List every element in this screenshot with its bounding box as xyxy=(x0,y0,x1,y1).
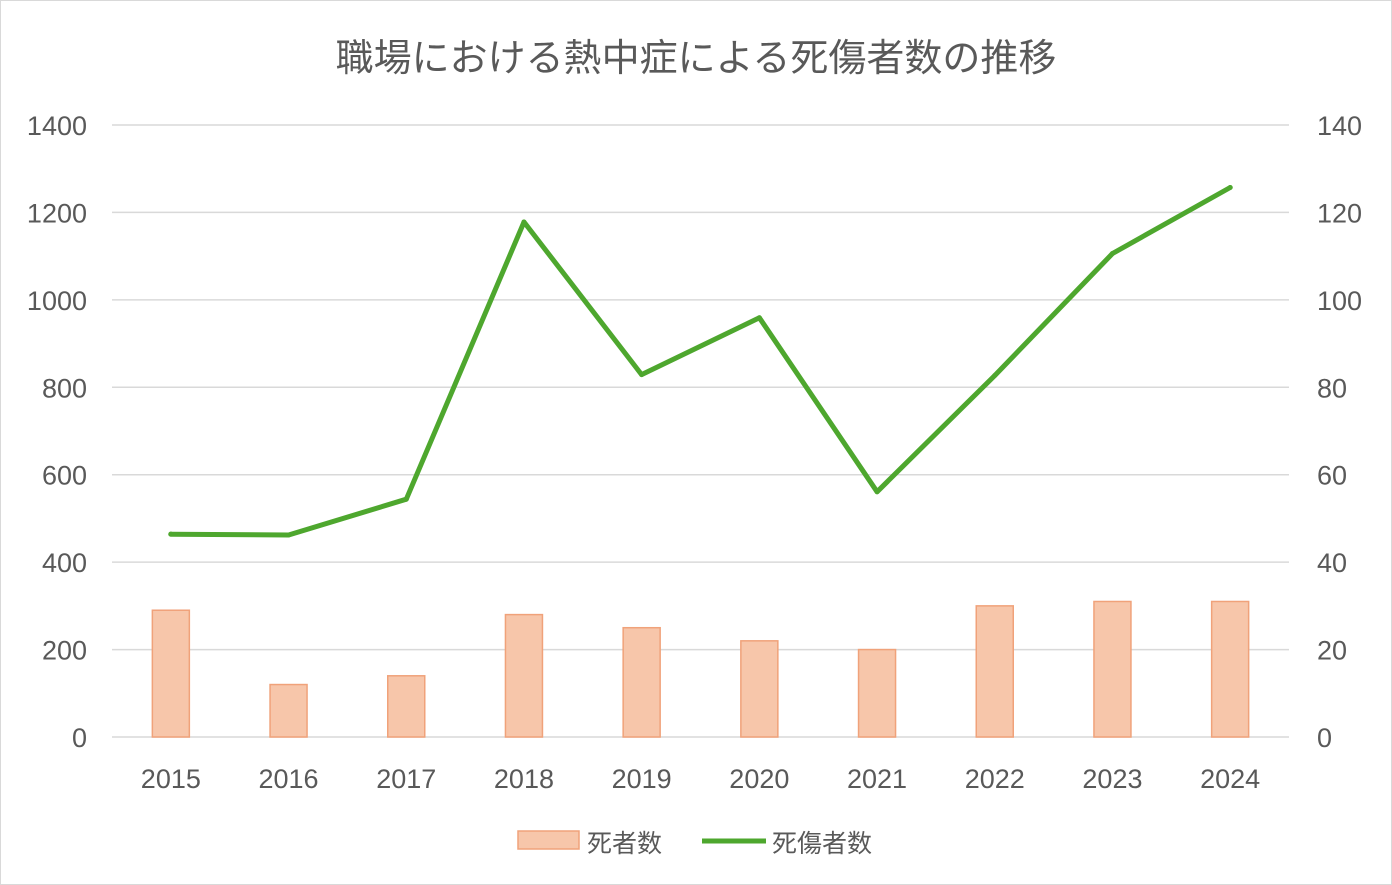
x-tick-label: 2016 xyxy=(259,764,319,794)
right-y-tick-label: 100 xyxy=(1317,286,1362,316)
right-y-tick-label: 140 xyxy=(1317,111,1362,141)
chart-title: 職場における熱中症による死傷者数の推移 xyxy=(336,36,1057,80)
x-tick-label: 2015 xyxy=(141,764,201,794)
legend-label-line: 死傷者数 xyxy=(772,829,872,858)
line-point xyxy=(403,496,409,502)
line-point xyxy=(521,219,527,225)
right-y-tick-label: 40 xyxy=(1317,548,1347,578)
left-y-tick-label: 800 xyxy=(42,373,87,403)
line-point xyxy=(756,315,762,321)
gridlines xyxy=(112,124,1289,738)
bar xyxy=(857,648,897,738)
right-y-tick-label: 60 xyxy=(1317,461,1347,491)
right-y-tick-label: 20 xyxy=(1317,636,1347,666)
bar xyxy=(1210,600,1250,738)
right-y-axis: 0 20 40 60 80 100 120 140 xyxy=(1317,111,1362,753)
legend-label-bar: 死者数 xyxy=(587,829,662,858)
legend-swatch-bar xyxy=(517,830,580,850)
line-point xyxy=(1227,185,1233,191)
x-tick-label: 2017 xyxy=(376,764,436,794)
x-tick-label: 2023 xyxy=(1082,764,1142,794)
x-tick-label: 2024 xyxy=(1200,764,1260,794)
left-y-tick-label: 1400 xyxy=(27,111,87,141)
bar xyxy=(504,613,544,738)
left-y-tick-label: 600 xyxy=(42,461,87,491)
x-axis: 2015 2016 2017 2018 2019 2020 2021 2022 2023 2024 xyxy=(141,764,1260,794)
left-y-tick-label: 1000 xyxy=(27,286,87,316)
bar xyxy=(975,605,1014,738)
legend: 死者数 死傷者数 xyxy=(517,829,872,858)
x-tick-label: 2020 xyxy=(729,764,789,794)
line-point xyxy=(168,531,174,537)
x-tick-label: 2022 xyxy=(965,764,1025,794)
x-tick-label: 2019 xyxy=(612,764,672,794)
left-y-tick-label: 1200 xyxy=(27,198,87,228)
left-y-axis: 0 200 400 600 800 1000 1200 1400 xyxy=(27,111,87,753)
line-point xyxy=(286,532,292,538)
line-point xyxy=(992,372,998,378)
line-point xyxy=(874,489,880,495)
left-y-tick-label: 400 xyxy=(42,548,87,578)
bar xyxy=(151,609,191,738)
line-point xyxy=(639,372,645,378)
left-y-tick-label: 0 xyxy=(72,723,87,753)
bar xyxy=(269,683,308,738)
line-series xyxy=(168,185,1233,538)
x-tick-label: 2021 xyxy=(847,764,907,794)
left-y-tick-label: 200 xyxy=(42,636,87,666)
bar xyxy=(740,640,779,738)
bar-series xyxy=(151,600,1250,738)
bar xyxy=(387,675,426,738)
x-tick-label: 2018 xyxy=(494,764,554,794)
bar xyxy=(622,626,661,738)
line-path xyxy=(168,185,1233,538)
right-y-tick-label: 80 xyxy=(1317,373,1347,403)
right-y-tick-label: 120 xyxy=(1317,198,1362,228)
right-y-tick-label: 0 xyxy=(1317,723,1332,753)
line-point xyxy=(1109,251,1115,257)
bar xyxy=(1093,600,1132,738)
